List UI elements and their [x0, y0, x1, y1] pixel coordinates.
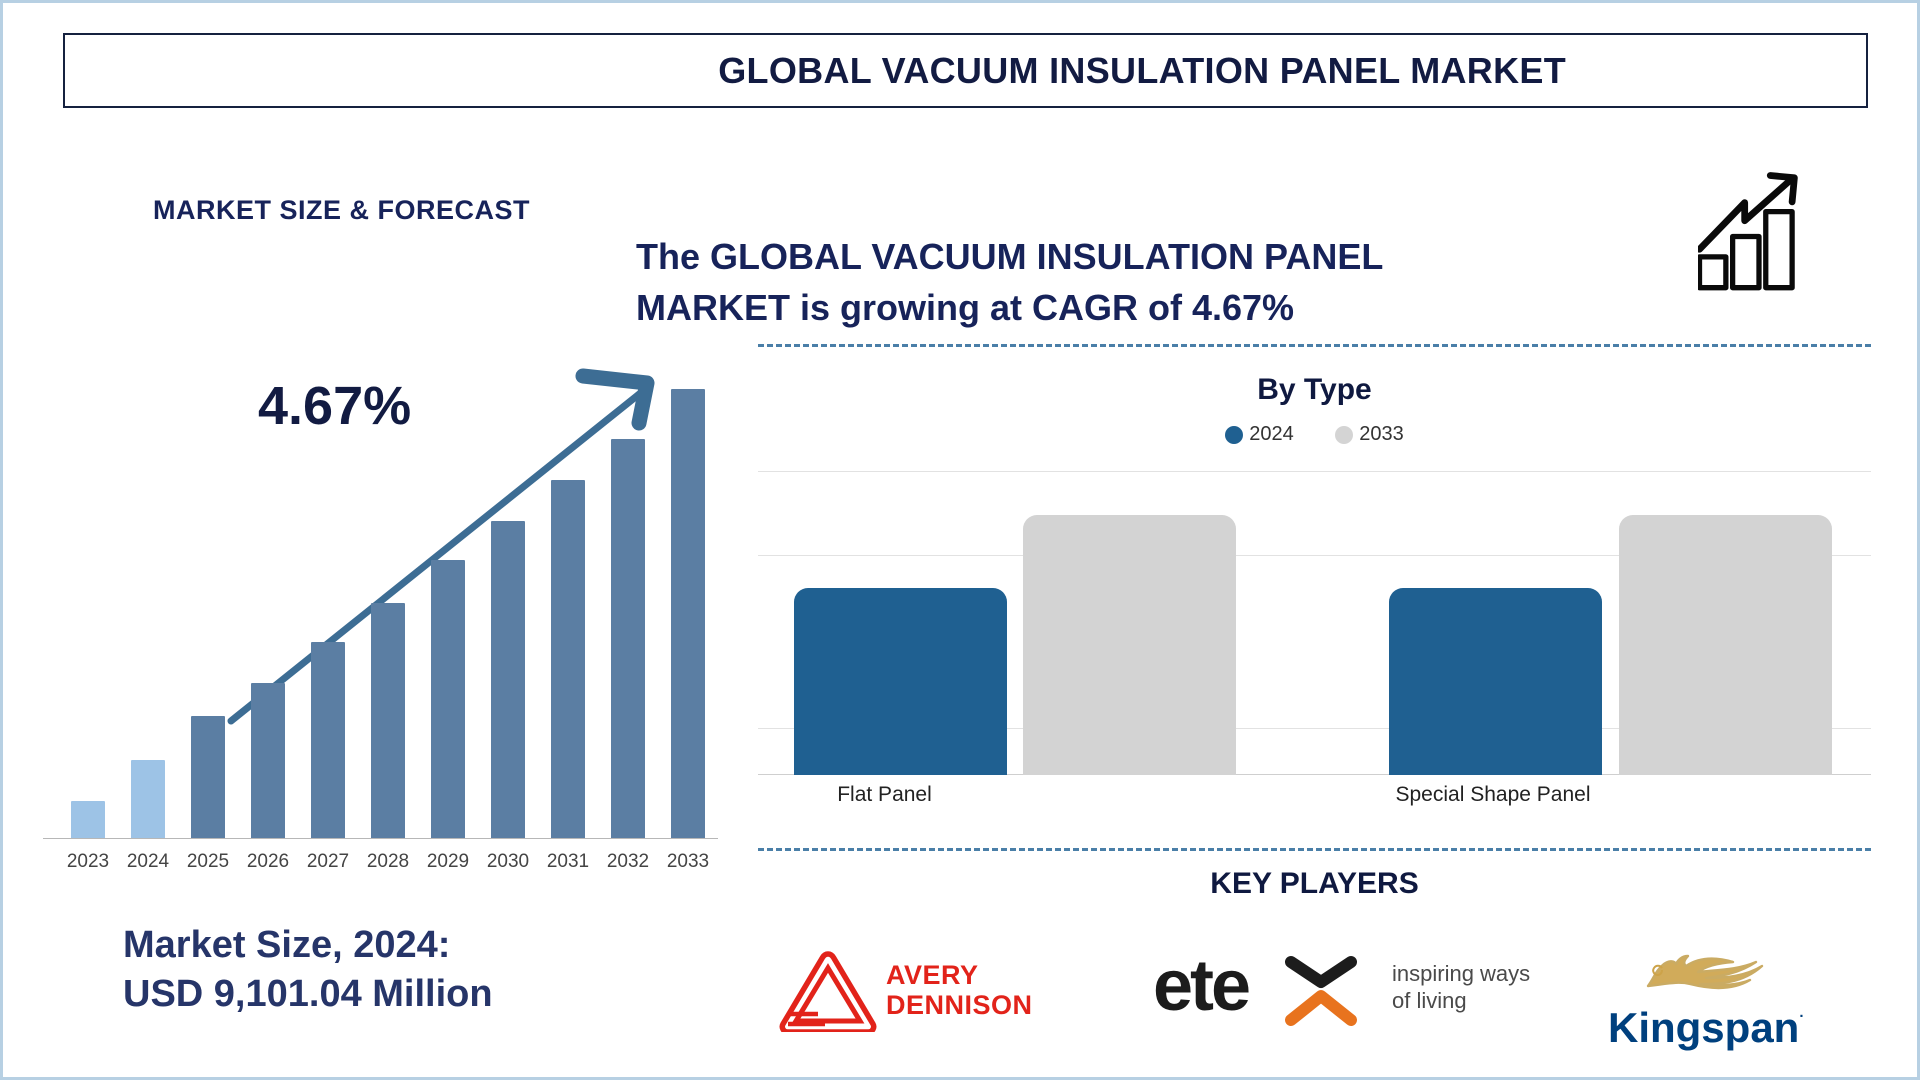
svg-text:ete: ete [1153, 948, 1249, 1026]
